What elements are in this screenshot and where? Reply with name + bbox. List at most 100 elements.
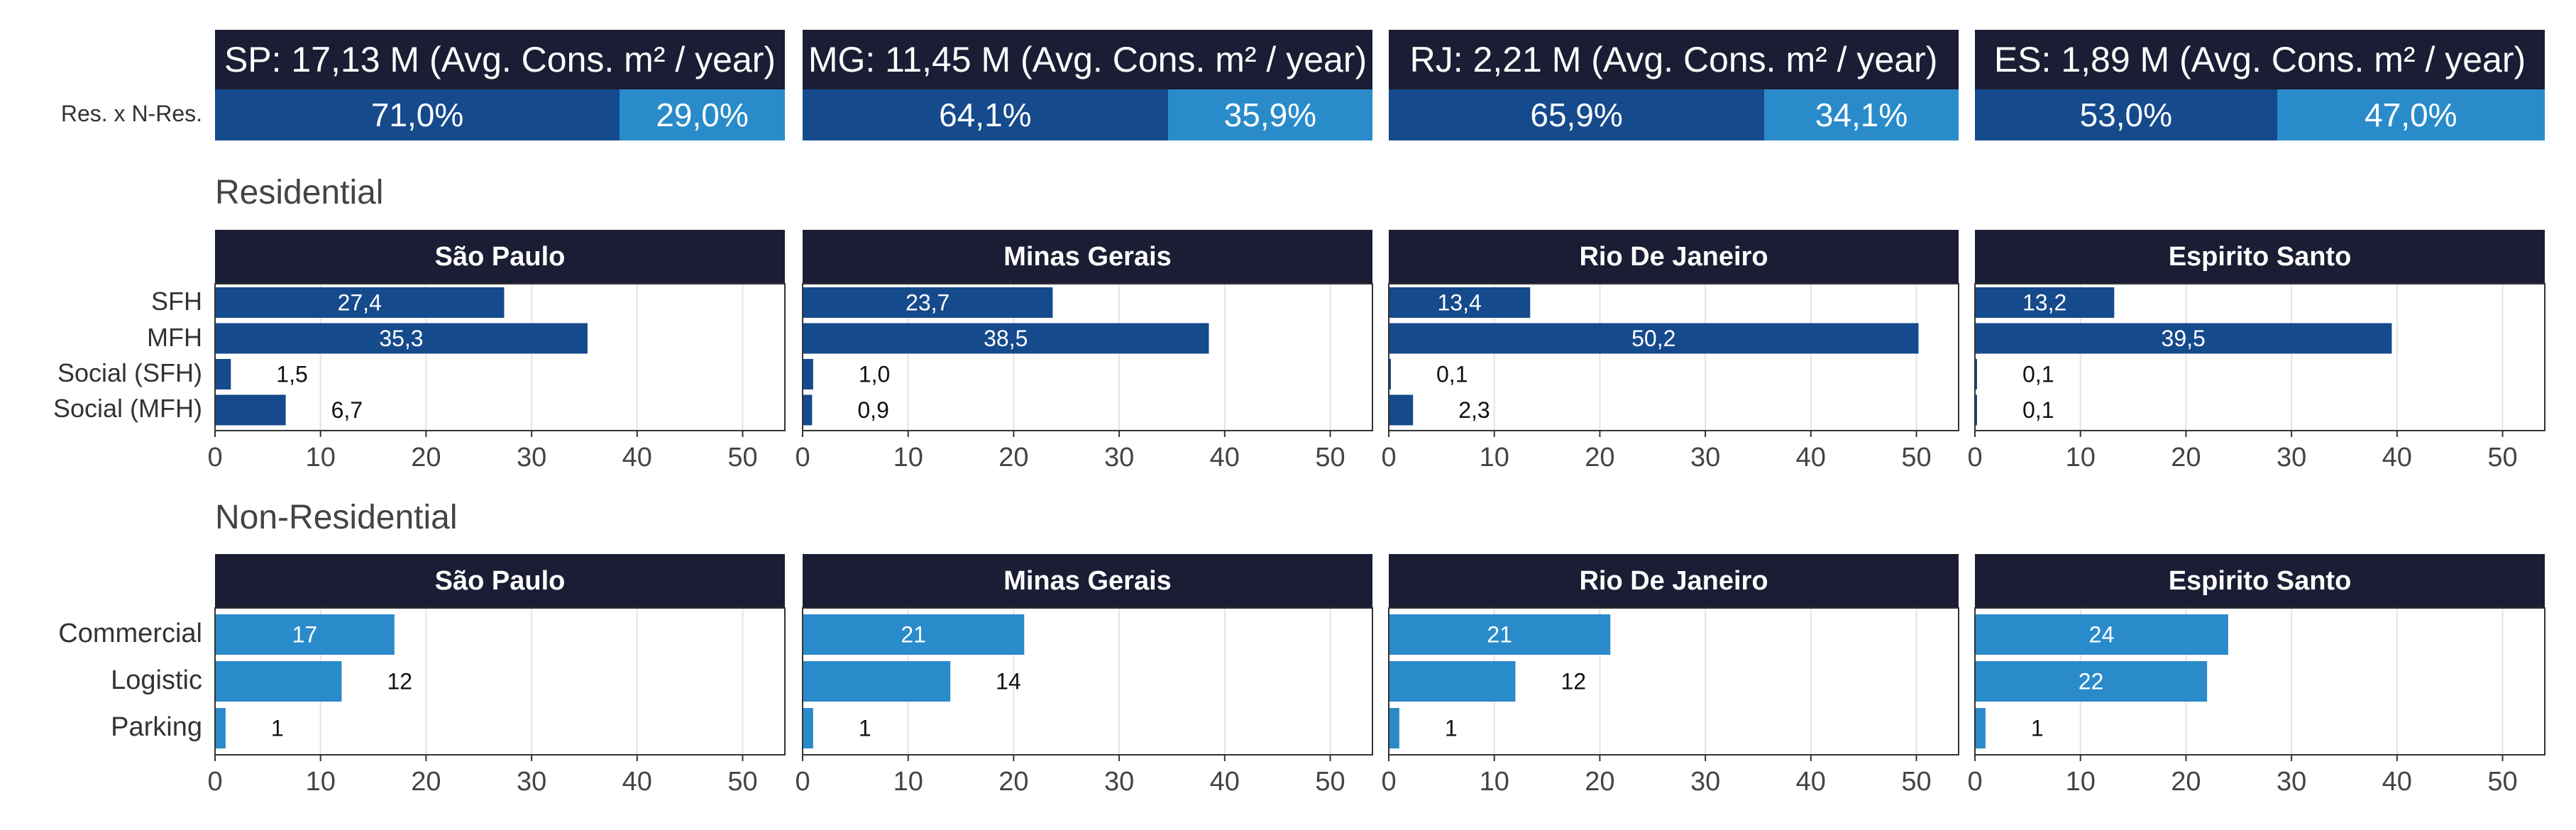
data-label: 17 <box>292 622 318 648</box>
data-label: 1,5 <box>276 362 307 387</box>
bar <box>1975 359 1977 389</box>
data-label: 12 <box>1561 669 1586 695</box>
data-label: 50,2 <box>1631 326 1675 351</box>
bar <box>803 287 1053 318</box>
x-tick-label: 10 <box>893 767 923 797</box>
bar <box>803 394 813 426</box>
bar <box>803 614 1025 655</box>
x-tick-label: 50 <box>1901 443 1931 472</box>
x-tick-label: 40 <box>1210 443 1240 472</box>
bar <box>1389 359 1391 389</box>
data-label: 21 <box>901 622 926 648</box>
category-label: MFH <box>147 323 202 352</box>
x-tick-label: 20 <box>411 767 441 797</box>
data-label: 0,1 <box>2022 397 2054 423</box>
split-row-label: Res. x N-Res. <box>60 101 202 126</box>
x-tick-label: 20 <box>998 443 1028 472</box>
x-tick-label: 10 <box>1480 443 1509 472</box>
x-tick-label: 10 <box>1480 767 1509 797</box>
category-label: Parking <box>111 712 202 742</box>
x-tick-label: 10 <box>2066 443 2096 472</box>
bar <box>1389 394 1414 426</box>
bar <box>215 708 226 748</box>
x-tick-label: 0 <box>1967 767 1982 797</box>
x-tick-label: 50 <box>2487 767 2517 797</box>
panel-frame <box>802 607 1373 756</box>
split-bar-rj: 65,9% 34,1% <box>1389 89 1959 140</box>
x-tick-label: 30 <box>2277 443 2306 472</box>
x-tick-label: 10 <box>306 767 336 797</box>
bar <box>1975 323 2392 354</box>
x-tick-label: 40 <box>2382 443 2412 472</box>
data-label: 13,4 <box>1437 290 1481 316</box>
panel-title: Rio De Janeiro <box>1389 554 1959 608</box>
data-label: 38,5 <box>984 326 1028 351</box>
non-residential-share: 35,9% <box>1167 89 1372 140</box>
split-bar-mg: 64,1% 35,9% <box>803 89 1372 140</box>
panel-frame <box>1974 283 2545 431</box>
x-tick-label: 30 <box>517 443 546 472</box>
category-label: Social (MFH) <box>53 394 202 423</box>
bar <box>1975 708 1986 748</box>
x-tick-label: 50 <box>727 443 757 472</box>
data-label: 35,3 <box>379 326 423 351</box>
panel-title: Espirito Santo <box>1975 554 2545 608</box>
x-tick-label: 0 <box>207 767 222 797</box>
x-tick-label: 50 <box>1901 767 1931 797</box>
x-tick-label: 30 <box>1690 767 1720 797</box>
state-header-es: ES: 1,89 M (Avg. Cons. m² / year) <box>1975 30 2545 89</box>
x-tick-label: 40 <box>1796 443 1826 472</box>
x-tick-label: 10 <box>306 443 336 472</box>
x-tick-label: 0 <box>795 443 810 472</box>
bar <box>1389 287 1531 318</box>
x-tick-label: 20 <box>411 443 441 472</box>
split-bar-es: 53,0% 47,0% <box>1975 89 2545 140</box>
bar <box>1389 661 1516 702</box>
bar <box>215 661 342 702</box>
x-tick-label: 30 <box>517 767 546 797</box>
state-header-mg: MG: 11,45 M (Avg. Cons. m² / year) <box>803 30 1372 89</box>
x-tick-label: 0 <box>1381 767 1396 797</box>
data-label: 14 <box>996 669 1021 695</box>
residential-share: 71,0% <box>215 89 620 140</box>
residential-share: 64,1% <box>803 89 1168 140</box>
panel-title: Minas Gerais <box>803 554 1372 608</box>
panel-title: Minas Gerais <box>803 230 1372 284</box>
bar <box>1389 708 1399 748</box>
data-label: 27,4 <box>338 290 382 316</box>
section-title-non-residential: Non-Residential <box>215 499 458 536</box>
category-label: SFH <box>151 287 202 316</box>
bar <box>803 359 813 389</box>
x-tick-label: 50 <box>1315 443 1345 472</box>
category-label: Social (SFH) <box>57 358 202 387</box>
data-label: 21 <box>1487 622 1512 648</box>
non-residential-share: 34,1% <box>1764 89 1959 140</box>
category-label: Logistic <box>111 665 202 695</box>
non-residential-share: 47,0% <box>2277 89 2545 140</box>
x-tick-label: 30 <box>1690 443 1720 472</box>
x-tick-label: 0 <box>1967 443 1982 472</box>
bar <box>215 359 231 389</box>
x-tick-label: 20 <box>998 767 1028 797</box>
bar <box>1975 614 2228 655</box>
panel-title: São Paulo <box>215 554 785 608</box>
data-label: 24 <box>2089 622 2115 648</box>
residential-panel-mg: 23,7 38,5 1,0 0,9 0 10 20 30 40 50 <box>795 283 1373 472</box>
data-label: 13,2 <box>2022 290 2066 316</box>
x-tick-label: 30 <box>1104 443 1134 472</box>
data-label: 0,1 <box>1436 362 1468 387</box>
bar <box>1975 287 2115 318</box>
bar <box>803 708 813 748</box>
panel-frame <box>214 283 786 431</box>
x-tick-label: 40 <box>622 767 652 797</box>
section-title-residential: Residential <box>215 174 384 211</box>
x-tick-label: 20 <box>1585 443 1614 472</box>
split-bar-sp: 71,0% 29,0% <box>215 89 785 140</box>
panel-title: São Paulo <box>215 230 785 284</box>
data-label: 39,5 <box>2162 326 2206 351</box>
data-label: 2,3 <box>1458 397 1490 423</box>
x-tick-label: 50 <box>2487 443 2517 472</box>
bar <box>803 323 1209 354</box>
